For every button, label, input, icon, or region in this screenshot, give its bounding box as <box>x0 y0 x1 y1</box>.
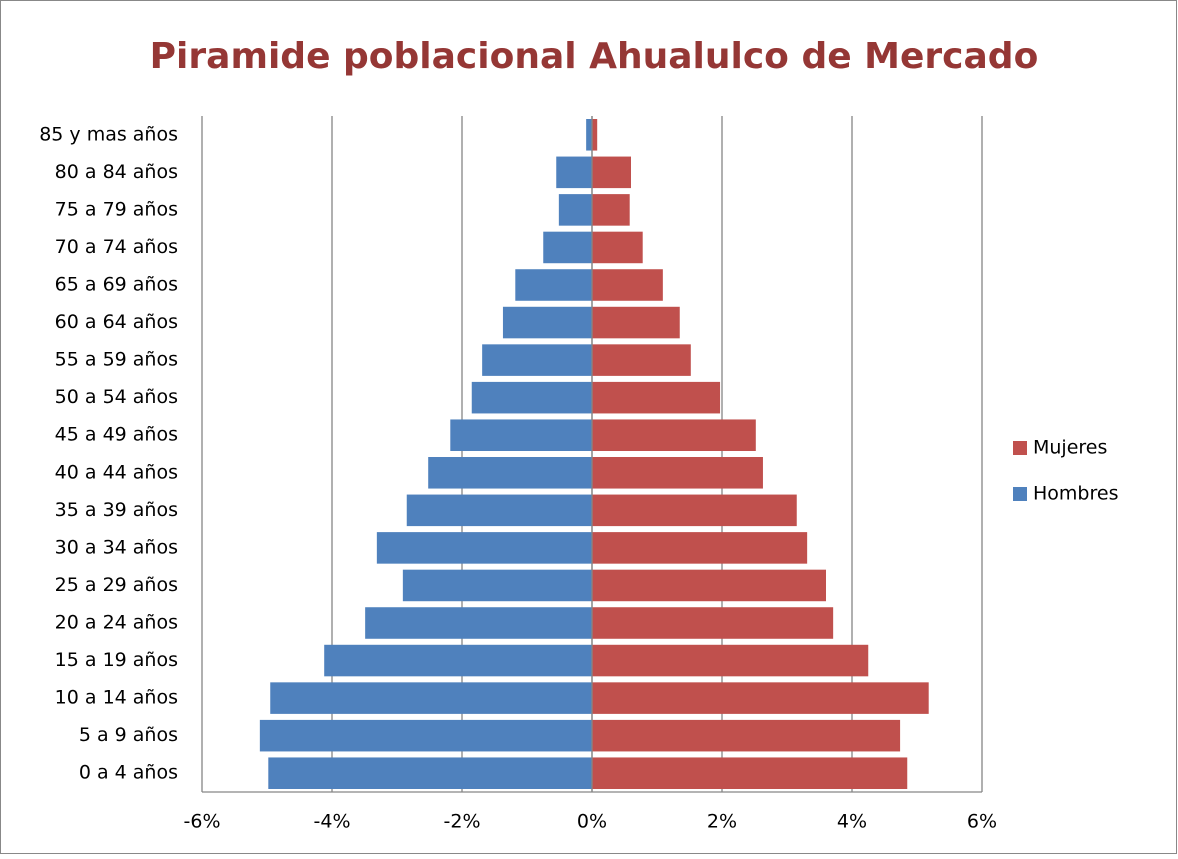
bar <box>592 269 663 301</box>
bar <box>402 569 592 602</box>
bar <box>515 269 592 301</box>
bar <box>592 194 630 226</box>
x-tick-label: -6% <box>184 811 221 833</box>
legend-label: Hombres <box>1033 483 1118 505</box>
bar <box>592 494 797 527</box>
bar <box>592 757 908 789</box>
bar <box>558 194 592 226</box>
y-tick-label: 5 a 9 años <box>79 724 178 746</box>
bar <box>592 719 901 752</box>
y-tick-label: 85 y mas años <box>39 123 178 145</box>
bar <box>482 344 592 376</box>
bar <box>592 607 834 639</box>
bar <box>376 532 592 564</box>
bar <box>324 644 592 677</box>
bar <box>592 381 721 414</box>
y-tick-label: 30 a 34 años <box>55 536 178 558</box>
bar <box>471 381 592 414</box>
bar <box>592 231 643 264</box>
legend-swatch <box>1013 487 1027 501</box>
y-tick-label: 55 a 59 años <box>55 349 178 371</box>
x-tick-label: -2% <box>444 811 481 833</box>
bar <box>365 607 592 639</box>
bar <box>259 719 592 752</box>
y-tick-label: 35 a 39 años <box>55 499 178 521</box>
bar <box>450 419 592 451</box>
bar <box>592 532 808 564</box>
bar <box>268 757 592 789</box>
y-tick-label: 25 a 29 años <box>55 574 178 596</box>
y-tick-label: 80 a 84 años <box>55 161 178 183</box>
legend-label: Mujeres <box>1033 437 1107 459</box>
y-tick-label: 60 a 64 años <box>55 311 178 333</box>
bar <box>592 306 680 339</box>
y-tick-label: 20 a 24 años <box>55 612 178 634</box>
x-tick-label: 4% <box>837 811 867 833</box>
bar <box>586 119 592 151</box>
y-tick-label: 45 a 49 años <box>55 424 178 446</box>
bar <box>592 457 763 489</box>
bar <box>592 682 929 714</box>
bar <box>428 457 592 489</box>
y-tick-label: 40 a 44 años <box>55 461 178 483</box>
x-tick-label: -4% <box>314 811 351 833</box>
y-tick-label: 10 a 14 años <box>55 687 178 709</box>
x-tick-label: 6% <box>967 811 997 833</box>
y-tick-label: 75 a 79 años <box>55 198 178 220</box>
bar <box>592 644 869 677</box>
bar <box>543 231 592 264</box>
y-tick-label: 65 a 69 años <box>55 274 178 296</box>
y-tick-label: 50 a 54 años <box>55 386 178 408</box>
bar <box>592 419 756 451</box>
chart-title: Piramide poblacional Ahualulco de Mercad… <box>150 36 1039 77</box>
bar <box>502 306 592 339</box>
legend-swatch <box>1013 441 1027 455</box>
y-tick-label: 15 a 19 años <box>55 649 178 671</box>
bar <box>556 156 592 189</box>
y-tick-label: 70 a 74 años <box>55 236 178 258</box>
bar <box>270 682 592 714</box>
bar <box>592 344 691 376</box>
bar <box>592 156 631 189</box>
bar <box>592 119 598 151</box>
x-tick-label: 2% <box>707 811 737 833</box>
bar <box>592 569 826 602</box>
x-tick-label: 0% <box>577 811 607 833</box>
bar <box>406 494 592 527</box>
y-tick-label: 0 a 4 años <box>79 762 178 784</box>
